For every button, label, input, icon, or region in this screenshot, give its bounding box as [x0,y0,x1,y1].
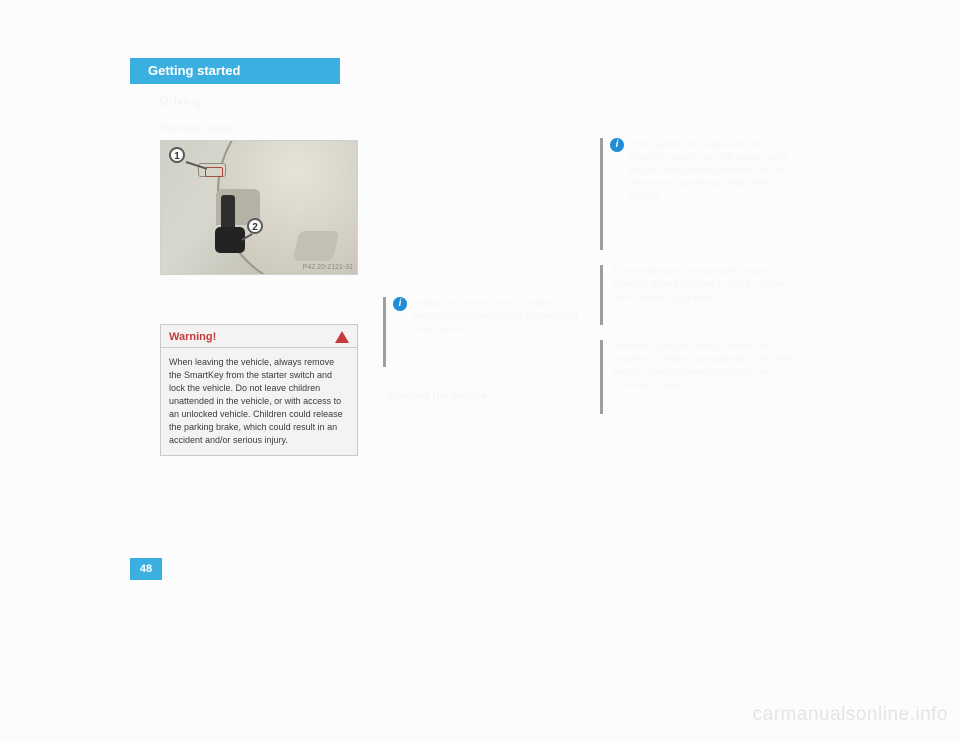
release-handle-shape [198,163,226,177]
section-label: Parking brake [160,123,233,135]
col2-body2: Before starting the engine, ensure that … [388,408,583,450]
illustration-parking-brake: 1 2 P42.20-2121-31 [160,140,358,275]
col2-step: Step firmly on parking brake pedal 2. [388,140,583,154]
warning-triangle-icon [335,331,349,343]
legend-num-2: 2 [160,297,172,312]
callout-marker-1: 1 [169,147,185,163]
note-bar-3b [600,265,603,325]
warning-header: Warning! [161,325,357,348]
col2-heading: Starting the engine [388,390,488,402]
note-text-3c: Once the engine is running, release the … [612,340,797,392]
image-code: P42.20-2121-31 [303,264,353,271]
note-bar-1 [383,297,386,367]
illustration-legend: 1Release handle 2Parking brake pedal [160,282,261,312]
info-icon: i [610,138,624,152]
accelerator-shape [293,231,339,261]
note-text-3b: If the engine does not start after sever… [612,265,797,304]
warning-body: When leaving the vehicle, always remove … [161,348,357,455]
pedal-foot-shape [215,227,245,253]
legend-num-1: 1 [160,282,172,297]
note-bar-3c [600,340,603,414]
watermark: carmanualsonline.info [753,704,948,726]
warning-box: Warning! When leaving the vehicle, alway… [160,324,358,456]
callout-marker-2: 2 [247,218,263,234]
warning-title: Warning! [169,331,216,343]
sub-heading: Driving [160,94,201,108]
info-icon: i [393,297,407,311]
col2-sub: When the engine is running, the indicato… [400,191,580,233]
note-text-1: Getting the most out of your vehicle mea… [412,297,582,336]
note-bar-3a [600,138,603,250]
legend-text-1: Release handle [172,284,242,295]
section-band: Getting started [130,58,340,84]
page-number: 48 [130,558,162,580]
note-text-3a: When starting the engine with the SmartK… [628,138,798,203]
legend-text-2: Parking brake pedal [172,299,261,310]
manual-page: Getting started Driving Parking brake 1 … [100,30,860,670]
